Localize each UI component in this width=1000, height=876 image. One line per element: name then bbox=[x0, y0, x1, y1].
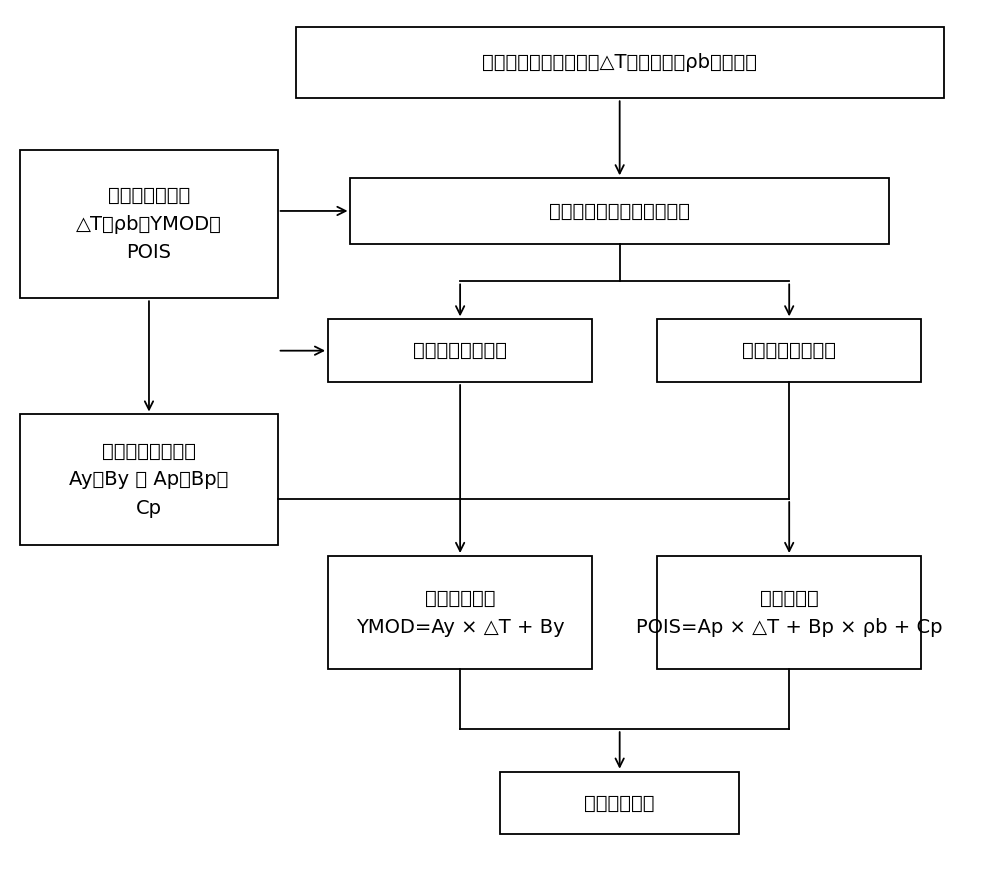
FancyBboxPatch shape bbox=[328, 556, 592, 669]
Text: POIS: POIS bbox=[126, 244, 171, 263]
Text: △T、ρb、YMOD、: △T、ρb、YMOD、 bbox=[76, 215, 222, 234]
Text: 已知井测井资料: 已知井测井资料 bbox=[108, 186, 190, 205]
FancyBboxPatch shape bbox=[20, 150, 278, 299]
Text: 待评价井测井声波时差△T、岁性密度ρb数据获取: 待评价井测井声波时差△T、岁性密度ρb数据获取 bbox=[482, 53, 757, 72]
FancyBboxPatch shape bbox=[350, 178, 889, 244]
FancyBboxPatch shape bbox=[657, 556, 921, 669]
FancyBboxPatch shape bbox=[657, 319, 921, 382]
Text: 计算杨氏模量: 计算杨氏模量 bbox=[425, 589, 495, 608]
Text: POIS=Ap × △T + Bp × ρb + Cp: POIS=Ap × △T + Bp × ρb + Cp bbox=[636, 618, 942, 637]
Text: 声波时差数值读取: 声波时差数值读取 bbox=[413, 341, 507, 360]
FancyBboxPatch shape bbox=[20, 414, 278, 546]
Text: YMOD=Ay × △T + By: YMOD=Ay × △T + By bbox=[356, 618, 564, 637]
FancyBboxPatch shape bbox=[296, 26, 944, 98]
Text: 获取地区经验参数: 获取地区经验参数 bbox=[102, 442, 196, 461]
Text: 输出计算结果: 输出计算结果 bbox=[584, 794, 655, 813]
FancyBboxPatch shape bbox=[328, 319, 592, 382]
Text: Cp: Cp bbox=[136, 499, 162, 519]
Text: 岁性密度数值读取: 岁性密度数值读取 bbox=[742, 341, 836, 360]
Text: 对比已知井进行资料归一化: 对比已知井进行资料归一化 bbox=[549, 201, 690, 221]
FancyBboxPatch shape bbox=[500, 772, 739, 835]
Text: Ay、By 和 Ap、Bp、: Ay、By 和 Ap、Bp、 bbox=[69, 470, 229, 490]
Text: 计算泊松比: 计算泊松比 bbox=[760, 589, 819, 608]
